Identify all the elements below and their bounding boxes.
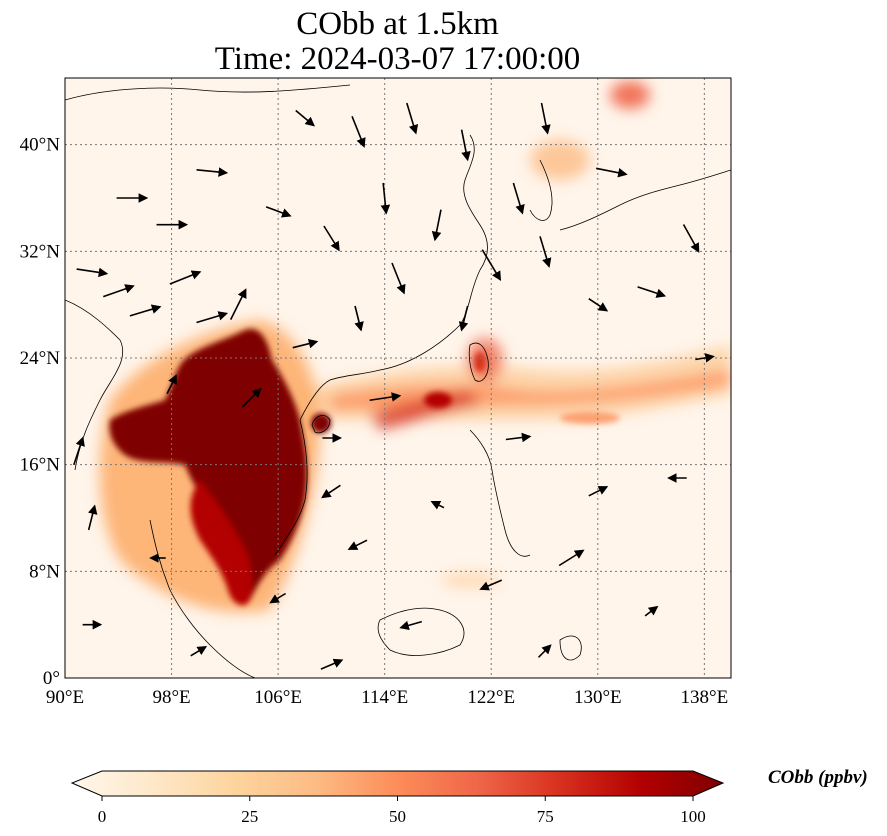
wind-arrow	[537, 644, 552, 658]
wind-arrow	[644, 605, 659, 617]
wind-arrow	[637, 286, 667, 298]
wind-arrow	[380, 182, 391, 215]
colorbar-tick-label: 25	[241, 807, 258, 826]
y-tick-label: 24°N	[20, 348, 61, 369]
wind-arrow	[458, 305, 469, 332]
wind-arrow	[169, 270, 202, 285]
wind-arrow	[269, 592, 287, 604]
colorbar-tick-label: 50	[389, 807, 406, 826]
wind-arrow	[588, 298, 609, 312]
wind-vectors	[73, 102, 715, 670]
colorbar-bar	[70, 770, 725, 797]
x-tick-labels: 90°E 98°E 106°E 114°E 122°E 130°E 138°E	[46, 687, 728, 708]
wind-arrow	[351, 116, 366, 148]
title-line-1: CObb at 1.5km	[296, 6, 499, 42]
x-tick-label: 130°E	[574, 687, 622, 708]
wind-arrow	[196, 311, 229, 324]
wind-arrow	[295, 109, 315, 127]
wind-arrow	[190, 646, 208, 657]
wind-arrow	[406, 102, 419, 135]
wind-arrow	[103, 284, 135, 298]
x-tick-label: 98°E	[152, 687, 190, 708]
wind-arrow	[399, 620, 423, 631]
y-tick-label: 16°N	[20, 455, 61, 476]
wind-arrow	[229, 288, 247, 321]
x-tick-label: 122°E	[467, 687, 515, 708]
wind-arrow	[323, 225, 340, 252]
wind-arrow	[430, 500, 445, 510]
x-tick-label: 114°E	[361, 687, 408, 708]
wind-arrow	[505, 432, 532, 443]
y-tick-label: 32°N	[20, 241, 61, 262]
wind-arrow	[166, 374, 177, 395]
colorbar-tick-label: 100	[680, 807, 706, 826]
wind-arrow	[369, 392, 402, 402]
wind-arrow	[588, 486, 609, 497]
title-line-2: Time: 2024-03-07 17:00:00	[214, 41, 581, 77]
colorbar-tick-label: 75	[537, 807, 554, 826]
wind-arrow	[512, 182, 525, 215]
wind-arrow	[241, 387, 262, 408]
colorbar-label: CObb (ppbv)	[768, 767, 868, 788]
wind-arrow	[292, 338, 319, 349]
wind-arrow	[479, 579, 503, 591]
wind-arrow	[347, 539, 368, 550]
wind-arrow	[76, 267, 109, 278]
wind-arrow	[129, 304, 162, 317]
colorbar: 0 25 50 75 100	[70, 770, 725, 826]
wind-arrow	[354, 305, 364, 332]
wind-arrow	[73, 436, 85, 466]
wind-arrow	[460, 129, 471, 162]
x-tick-label: 106°E	[254, 687, 302, 708]
wind-arrow	[481, 249, 502, 282]
map-border	[64, 77, 732, 679]
x-tick-label: 90°E	[46, 687, 84, 708]
wind-arrow	[695, 353, 715, 363]
wind-arrow	[320, 658, 344, 670]
y-tick-label: 8°N	[29, 561, 60, 582]
wind-arrow	[558, 549, 585, 567]
wind-arrow	[540, 102, 551, 135]
wind-arrow	[321, 484, 341, 499]
x-tick-label: 138°E	[681, 687, 729, 708]
colorbar-ticks: 0 25 50 75 100	[98, 796, 706, 826]
wind-arrow	[595, 167, 628, 178]
colorbar-tick-label: 0	[98, 807, 107, 826]
wind-arrow	[265, 206, 292, 218]
wind-arrow	[196, 167, 229, 177]
y-tick-labels: 0° 8°N 16°N 24°N 32°N 40°N	[20, 135, 61, 689]
wind-arrow	[431, 209, 442, 242]
wind-arrow	[391, 262, 406, 295]
wind-arrow	[682, 224, 700, 253]
wind-arrow	[87, 504, 98, 531]
y-tick-label: 40°N	[20, 135, 61, 156]
y-tick-label: 0°	[43, 668, 60, 689]
wind-arrow	[539, 236, 552, 268]
